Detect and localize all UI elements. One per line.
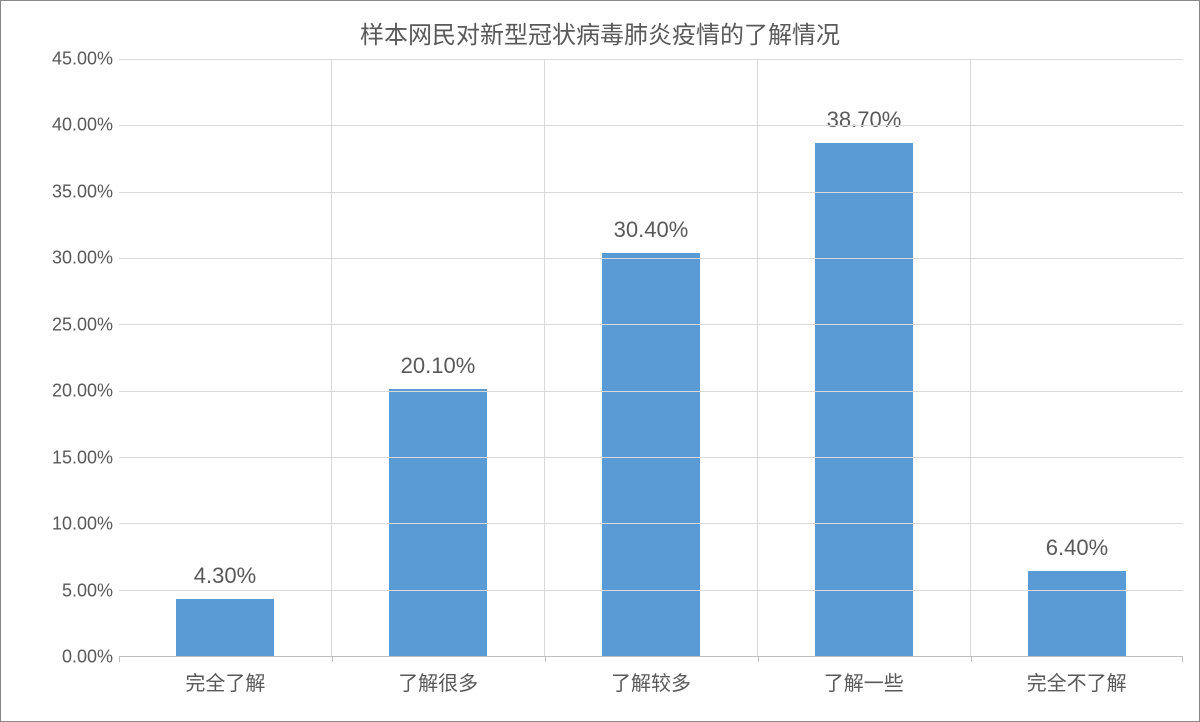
gridline xyxy=(119,324,1183,325)
y-tick-label: 45.00% xyxy=(52,49,113,70)
y-tick-label: 20.00% xyxy=(52,381,113,402)
gridline xyxy=(119,192,1183,193)
y-tick-label: 10.00% xyxy=(52,514,113,535)
bar-slot: 38.70% xyxy=(758,59,971,656)
bar: 30.40% xyxy=(602,253,700,656)
y-tick-label: 5.00% xyxy=(62,580,113,601)
bar-slot: 30.40% xyxy=(545,59,758,656)
y-tick-label: 40.00% xyxy=(52,115,113,136)
y-tick-label: 15.00% xyxy=(52,447,113,468)
x-axis-label: 了解较多 xyxy=(545,657,758,701)
x-axis-label: 了解很多 xyxy=(332,657,545,701)
bar-value-label: 38.70% xyxy=(827,107,902,133)
bar-value-label: 20.10% xyxy=(401,353,476,379)
gridline xyxy=(119,523,1183,524)
plot-wrap: 0.00% 5.00% 10.00% 15.00% 20.00% 25.00% 30.00%… xyxy=(25,59,1183,701)
chart-title: 样本网民对新型冠状病毒肺炎疫情的了解情况 xyxy=(1,1,1199,56)
gridline xyxy=(119,258,1183,259)
x-axis-label: 了解一些 xyxy=(757,657,970,701)
bar: 38.70% xyxy=(815,143,913,656)
x-axis-label: 完全不了解 xyxy=(970,657,1183,701)
bar: 6.40% xyxy=(1028,571,1126,656)
bar-slot: 4.30% xyxy=(119,59,332,656)
y-tick-label: 30.00% xyxy=(52,248,113,269)
plot-area: 4.30% 20.10% 30.40% 38.70% 6.40% xyxy=(119,59,1183,657)
y-tick-label: 0.00% xyxy=(62,647,113,668)
gridline xyxy=(119,590,1183,591)
bar-value-label: 4.30% xyxy=(194,563,256,589)
bar-value-label: 6.40% xyxy=(1046,535,1108,561)
bar-slot: 20.10% xyxy=(332,59,545,656)
x-axis-label: 完全了解 xyxy=(119,657,332,701)
gridline xyxy=(119,391,1183,392)
gridline xyxy=(119,59,1183,60)
x-axis: 完全了解了解很多了解较多了解一些完全不了解 xyxy=(119,657,1183,701)
gridline xyxy=(119,457,1183,458)
bar: 4.30% xyxy=(176,599,274,656)
gridline xyxy=(119,125,1183,126)
y-axis: 0.00%5.00%10.00%15.00%20.00%25.00%30.00%… xyxy=(25,59,119,657)
y-tick-label: 25.00% xyxy=(52,314,113,335)
bar-value-label: 30.40% xyxy=(614,217,689,243)
bar-slot: 6.40% xyxy=(971,59,1183,656)
y-tick-label: 35.00% xyxy=(52,181,113,202)
bars-row: 4.30% 20.10% 30.40% 38.70% 6.40% xyxy=(119,59,1183,656)
chart-container: 样本网民对新型冠状病毒肺炎疫情的了解情况 0.00% 5.00% 10.00% 15.… xyxy=(0,0,1200,722)
